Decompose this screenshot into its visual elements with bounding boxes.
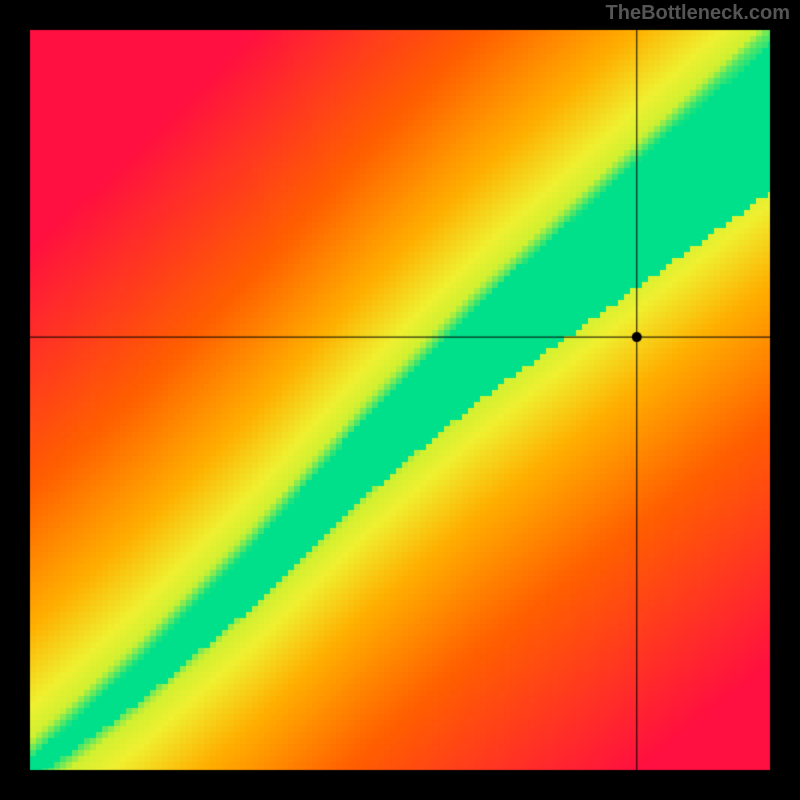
attribution-text: TheBottleneck.com	[606, 2, 790, 25]
bottleneck-heatmap	[0, 0, 800, 800]
